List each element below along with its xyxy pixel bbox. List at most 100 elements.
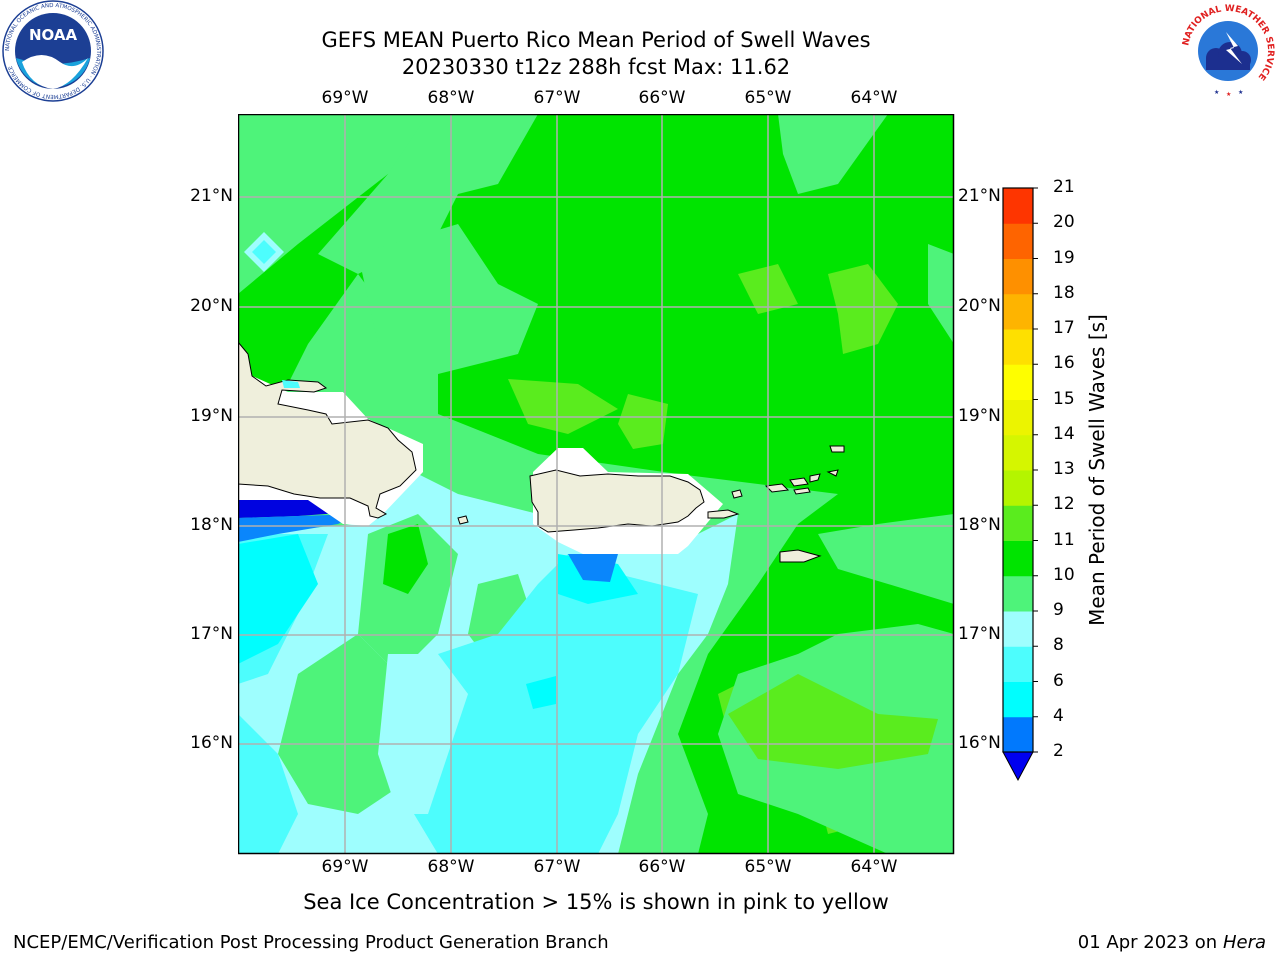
colorbar-tick-label: 10 [1053,564,1075,585]
contour-fill-4-6 [238,534,318,664]
colorbar-tick-label: 12 [1053,494,1075,515]
colorbar-segment [1003,364,1033,400]
colorbar-segments [1003,188,1033,753]
virgin-island [809,473,821,483]
lat-label-right: 17°N [958,624,1001,644]
virgin-island [826,469,839,477]
contour-fill-2-4 [568,554,618,582]
chart-title-line-1: GEFS MEAN Puerto Rico Mean Period of Swe… [321,28,871,52]
lon-label-bottom: 67°W [533,857,581,877]
sea-ice-note: Sea Ice Concentration > 15% is shown in … [303,890,889,914]
colorbar-tick-label: 13 [1053,459,1075,479]
colorbar-segment [1003,716,1033,753]
contour-fill-9-10 [778,114,888,194]
svg-text:★: ★ [1238,89,1243,96]
st-croix-island [779,549,822,563]
colorbar-ticks [1033,187,1038,753]
colorbar-segment [1003,505,1033,541]
footer-date-text: 01 Apr 2023 on [1077,932,1223,953]
colorbar-extend-arrow [1002,751,1034,782]
colorbar-segment [1003,399,1033,436]
footer-machine: Hera [1222,932,1266,953]
contour-fill-9-10 [358,224,538,374]
colorbar-tick-label: 18 [1053,282,1075,303]
lat-label-right: 19°N [958,406,1001,426]
colorbar-segment [1003,681,1033,718]
contour-fill-6-8 [252,240,276,264]
lat-label-left: 16°N [190,733,233,753]
contour-fill-2-4 [238,514,358,542]
lat-label-left: 17°N [190,624,233,644]
nws-logo: NATIONAL WEATHER SERVICE ★ ★ ★ [1180,3,1276,99]
lat-label-right: 21°N [958,186,1001,206]
contour-fill-11-12 [728,674,938,769]
colorbar-segment [1003,470,1033,506]
lon-label-top: 68°W [427,88,475,108]
colorbar-segment [1003,188,1033,224]
colorbar-tick-label: 8 [1053,635,1064,656]
footer-branch: NCEP/EMC/Verification Post Processing Pr… [13,932,609,953]
virgin-island [789,477,809,487]
lon-label-top: 64°W [850,88,898,108]
lat-label-left: 18°N [190,515,233,535]
colorbar [1002,187,1038,782]
contour-fill-9-10 [318,114,538,274]
colorbar-tick-label: 14 [1053,423,1075,444]
colorbar-segment [1003,611,1033,647]
svg-text:★: ★ [1226,91,1231,98]
hispaniola-island [238,341,417,519]
map-graticule [238,114,954,854]
contour-fill-9-10 [818,514,954,604]
colorbar-tick-label: 6 [1053,670,1064,691]
colorbar-segment [1003,540,1033,577]
colorbar-tick-label: 9 [1053,600,1064,620]
lon-label-bottom: 65°W [744,857,792,877]
lat-label-right: 18°N [958,515,1001,535]
lon-label-bottom: 66°W [638,857,686,877]
contour-fill-8-9 [378,654,468,814]
lat-label-right: 16°N [958,733,1001,753]
colorbar-tick-label: 4 [1053,705,1064,726]
colorbar-tick-label: 20 [1053,212,1075,233]
lon-label-bottom: 69°W [321,857,369,877]
virgin-island [793,487,811,495]
contour-fill-6-8 [238,714,298,854]
contour-fill-11-12 [508,379,618,434]
swell-period-map [238,114,955,855]
svg-text:★: ★ [1214,89,1219,96]
lon-label-bottom: 68°W [427,857,475,877]
colorbar-tick-label: 16 [1053,353,1075,374]
colorbar-segment [1003,575,1033,612]
mona-island [457,515,469,525]
colorbar-tick-label: 21 [1053,177,1075,197]
lon-label-top: 67°W [533,88,581,108]
colorbar-tick-label: 19 [1053,247,1075,268]
lat-label-left: 20°N [190,296,233,316]
colorbar-segment [1003,329,1033,365]
lon-label-top: 69°W [321,88,369,108]
lon-label-top: 65°W [744,88,792,108]
colorbar-segment [1003,434,1033,471]
colorbar-tick-label: 17 [1053,318,1075,338]
lat-label-left: 21°N [190,186,233,206]
puerto-rico-island [529,469,705,533]
colorbar-tick-label: 15 [1053,388,1075,409]
colorbar-tick-label: 2 [1053,741,1064,761]
colorbar-segment [1003,258,1033,295]
colorbar-segment [1003,223,1033,259]
lat-label-left: 19°N [190,406,233,426]
contour-fill-11-12 [828,264,898,354]
contour-fill-10-11 [383,524,428,594]
virgin-island [764,483,790,493]
contour-fill-9-10 [928,244,954,344]
map-frame [238,114,955,855]
noaa-logo-text: NOAA [29,26,78,44]
colorbar-segment [1003,293,1033,330]
anegada-island [829,445,845,453]
colorbar-segment [1003,646,1033,682]
vieques-island [707,509,740,519]
contour-fill-4-6 [526,676,556,709]
chart-title-line-2: 20230330 t12z 288h fcst Max: 11.62 [401,55,791,79]
lat-label-right: 20°N [958,296,1001,316]
lon-label-bottom: 64°W [850,857,898,877]
